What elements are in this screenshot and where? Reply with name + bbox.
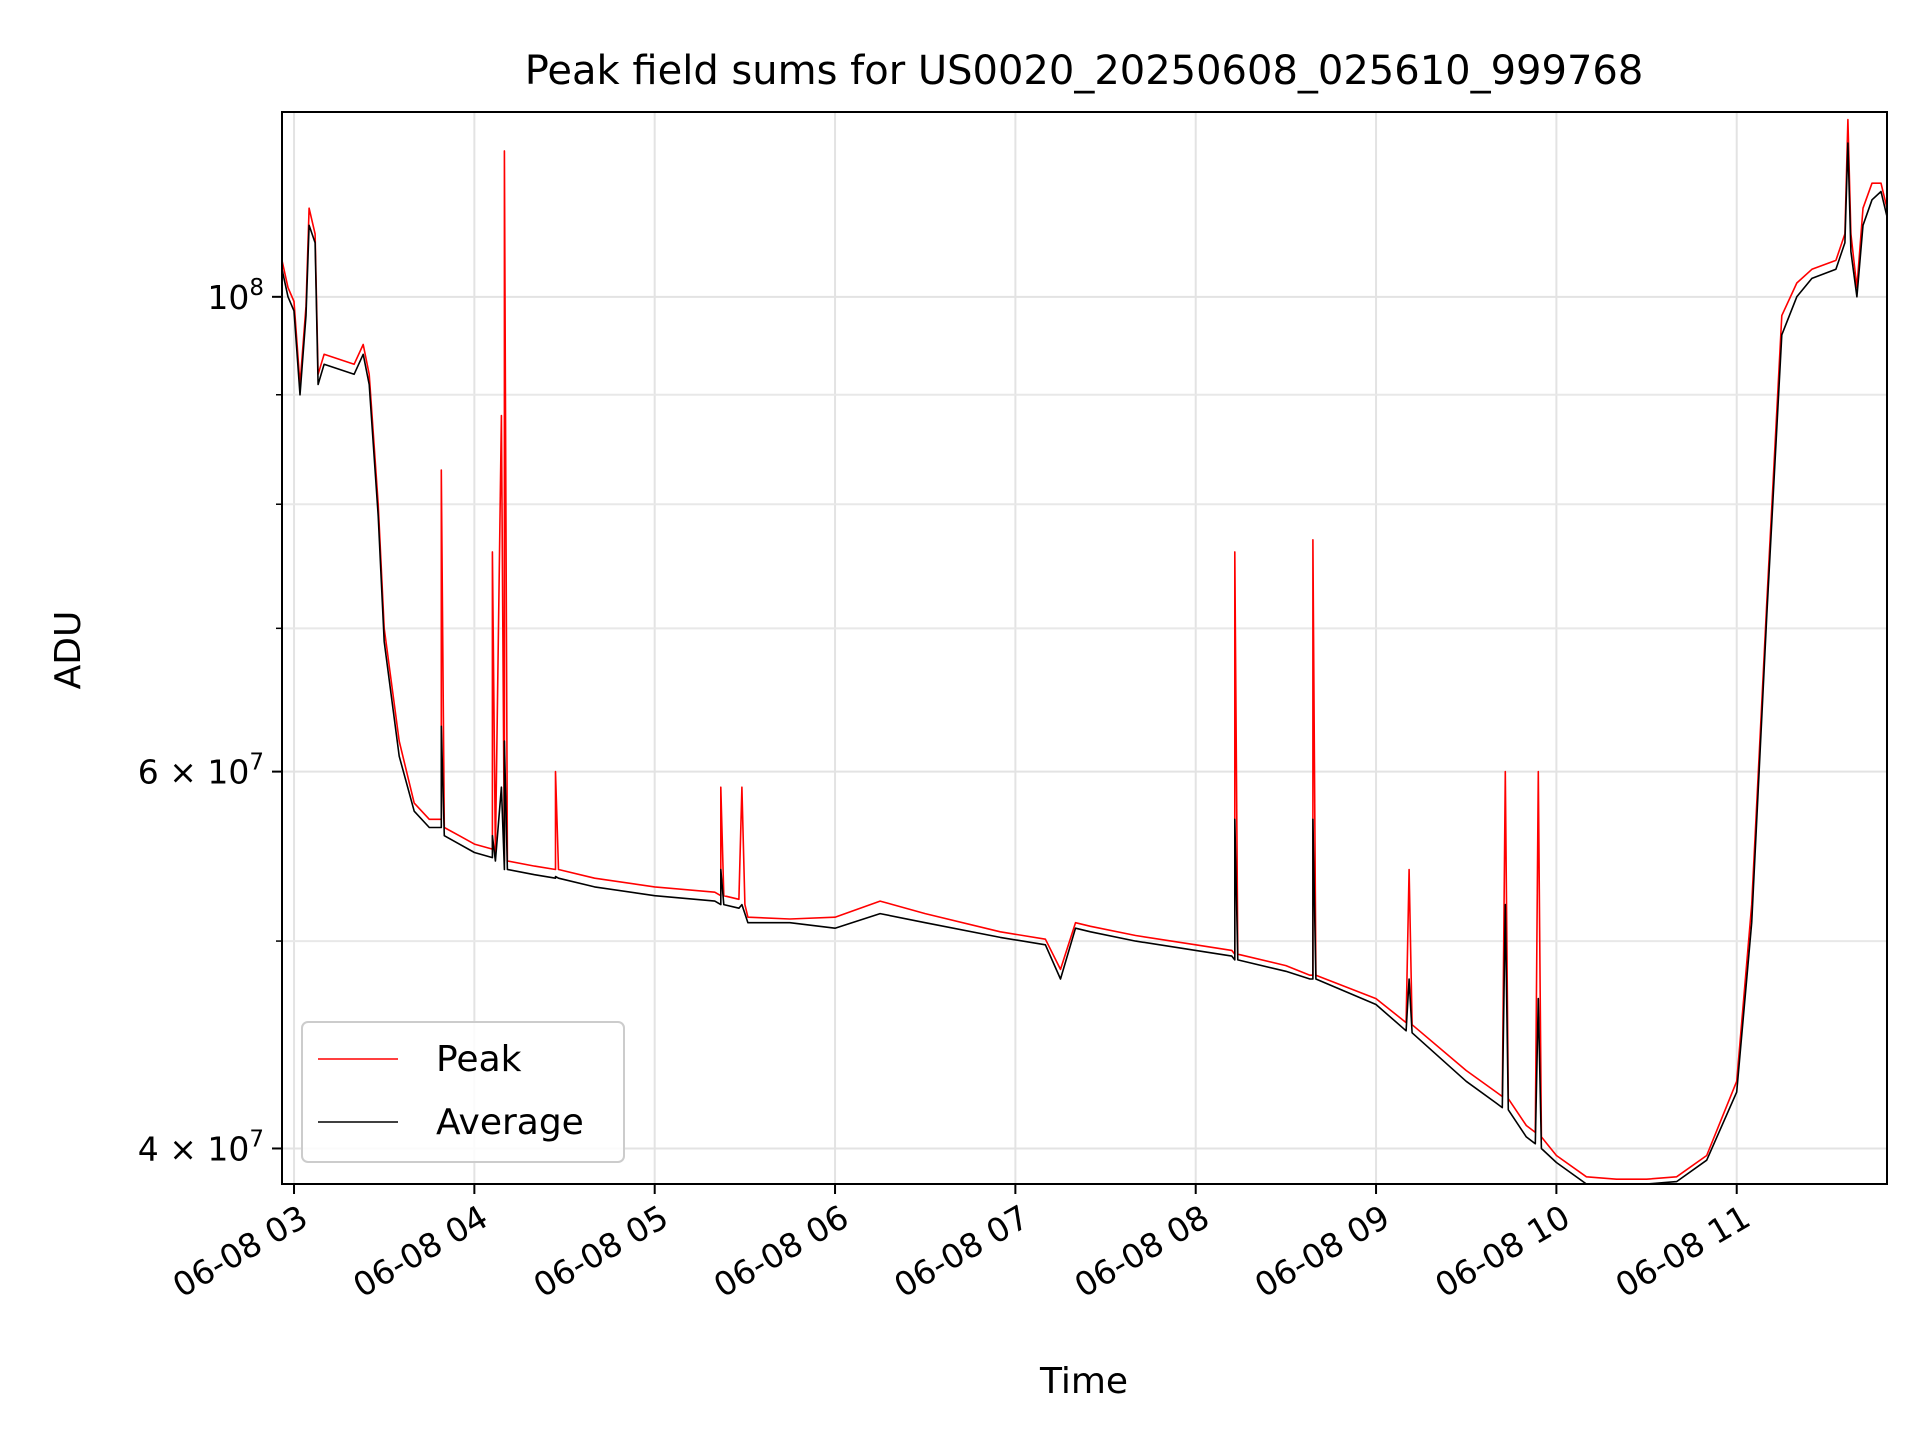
plot-frame	[281, 111, 1888, 1185]
chart-title: Peak field sums for US0020_20250608_0256…	[525, 48, 1644, 94]
y-tick-label: 4 × 107	[138, 1126, 264, 1168]
legend-label-peak: Peak	[436, 1039, 522, 1080]
series-line-average	[282, 142, 1887, 1184]
y-tick-label: 6 × 107	[138, 750, 264, 792]
y-tick-label-exponent: 8	[249, 275, 264, 301]
y-tick-label-exponent: 7	[249, 750, 264, 776]
legend-label-average: Average	[436, 1102, 584, 1143]
series-layer	[282, 118, 1887, 1184]
y-tick-label-base: 10	[207, 278, 249, 317]
y-axis-label: ADU	[48, 611, 89, 690]
x-axis-label: Time	[1039, 1361, 1128, 1402]
legend-box	[301, 1021, 625, 1163]
legend: Peak Average	[301, 1021, 625, 1163]
y-tick-label-exponent: 7	[249, 1126, 264, 1152]
grid	[282, 112, 1887, 1184]
y-tick-label-base: 6 × 10	[138, 753, 250, 792]
y-tick-label: 108	[207, 275, 264, 317]
series-line-peak	[282, 118, 1887, 1180]
y-tick-label-base: 4 × 10	[138, 1129, 250, 1168]
